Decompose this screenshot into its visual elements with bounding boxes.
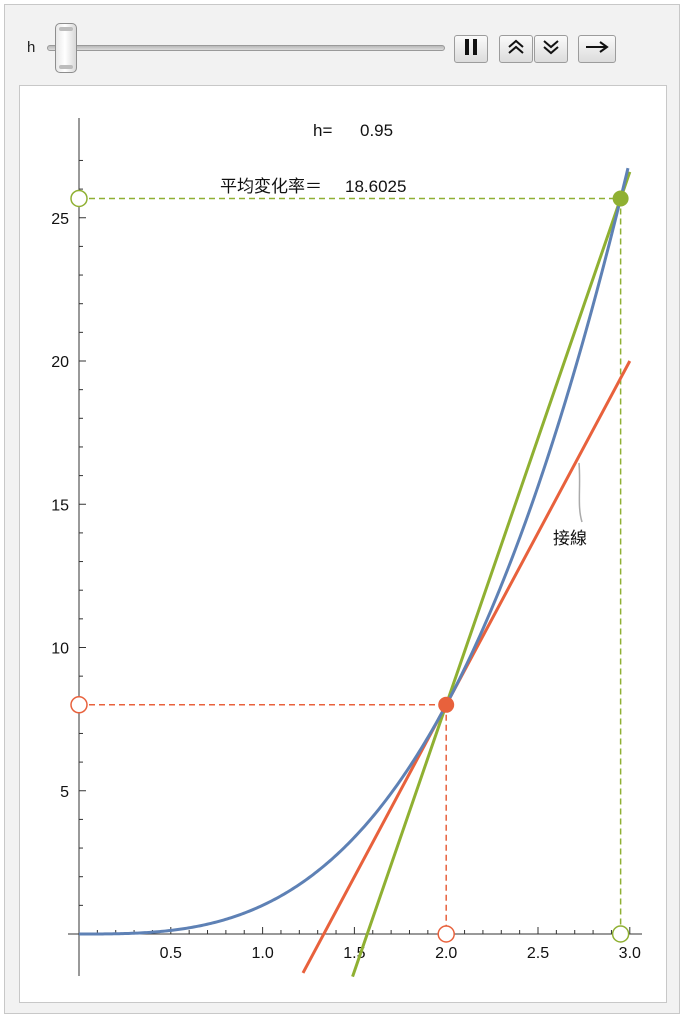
y-tick-label: 25 [51,211,69,228]
secant-line [351,171,632,978]
x-tick-label: 0.5 [160,945,182,962]
slow-down-icon [541,38,561,61]
x-tick-label: 2.5 [527,945,549,962]
h-value: 0.95 [360,121,393,140]
pause-button[interactable] [454,35,488,63]
average-rate-label: 平均変化率＝ [220,177,322,196]
manipulate-panel: h 0.5 1 [4,4,680,1014]
tangent-point [438,696,455,713]
secant-x-marker [611,925,630,943]
x-tick-label: 3.0 [619,945,641,962]
h-slider-thumb[interactable] [55,23,77,73]
slider-label: h [27,39,36,56]
secant-y-marker [70,189,88,208]
y-tick-label: 20 [51,354,69,371]
x-tick-label: 1.0 [251,945,273,962]
direction-icon [584,40,610,59]
control-row: h [5,23,681,73]
plot-panel: 0.5 1.0 1.5 2.0 2.5 3.0 5 10 15 20 25 h= 0.95 平均変化率＝ 1… [19,85,667,1003]
tangent-y-marker [70,696,88,714]
speed-up-button[interactable] [499,35,533,63]
secant-point [612,190,629,207]
average-rate-value: 18.6025 [345,177,406,196]
h-slider-track[interactable] [47,45,445,51]
tangent-label: 接線 [553,529,587,548]
x-tick-label: 2.0 [435,945,457,962]
pause-icon [463,38,479,61]
tangent-callout-line [578,462,583,523]
speed-up-icon [506,38,526,61]
direction-button[interactable] [578,35,616,63]
h-label: h= [313,121,332,140]
y-tick-label: 15 [51,497,69,514]
function-curve [79,167,630,936]
y-tick-label: 5 [60,784,69,801]
tangent-x-marker [437,925,455,943]
slow-down-button[interactable] [534,35,568,63]
y-tick-label: 10 [51,641,69,658]
